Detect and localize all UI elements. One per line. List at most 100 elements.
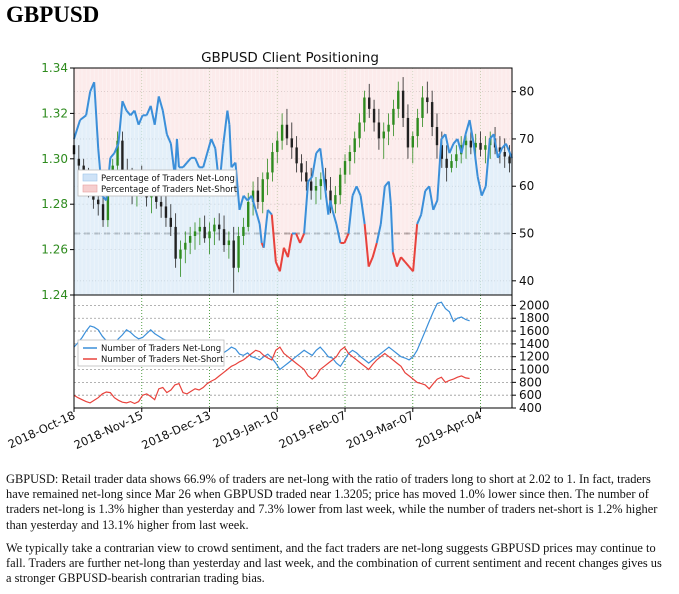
sentiment-segment <box>270 214 277 262</box>
sentiment-segment <box>460 133 467 154</box>
sentiment-segment <box>389 205 394 253</box>
sentiment-segment <box>492 134 499 159</box>
summary-paragraph: GBPUSD: Retail trader data shows 66.9% o… <box>6 472 658 532</box>
candle-body <box>164 206 168 218</box>
candle-body <box>280 124 284 141</box>
sentiment-segment <box>202 152 209 168</box>
candle-body <box>208 231 211 239</box>
price-tick-label: 1.32 <box>41 106 68 120</box>
sentiment-segment <box>258 223 263 244</box>
candle-body <box>271 151 274 173</box>
sentiment-segment <box>137 114 144 126</box>
candle-body <box>377 122 381 139</box>
top-legend-box <box>77 169 237 197</box>
candle-body <box>435 127 439 146</box>
sentiment-segment <box>153 96 160 125</box>
sentiment-segment <box>222 110 229 144</box>
sentiment-segment <box>436 138 443 201</box>
candle-body <box>305 172 308 182</box>
sentiment-segment <box>238 195 245 211</box>
price-tick-label: 1.30 <box>41 152 68 166</box>
top-legend-label: Percentage of Traders Net-Long <box>101 174 235 184</box>
trader-count-line <box>73 346 470 405</box>
candle-body <box>450 161 453 168</box>
top-panel-axes: 1.24 1.26 1.28 1.30 1.32 1.34 40 50 60 70 80 <box>41 61 534 302</box>
sentiment-segment <box>85 91 92 116</box>
candle-body <box>338 174 342 196</box>
sentiment-segment <box>323 181 330 215</box>
candle-body <box>348 151 352 162</box>
sentiment-segment <box>480 185 487 197</box>
sentiment-segment <box>125 109 132 116</box>
net-short-fill <box>74 68 512 272</box>
sentiment-segment <box>299 233 306 244</box>
sentiment-segment <box>476 176 483 196</box>
sentiment-segment <box>416 214 423 225</box>
sentiment-segment <box>343 233 350 244</box>
sentiment-segment <box>262 209 269 248</box>
candle-body <box>392 108 395 125</box>
sentiment-segment <box>109 152 116 159</box>
candle-body <box>295 147 298 164</box>
sentiment-segment <box>428 186 435 211</box>
candle-body <box>416 117 419 137</box>
percent-tick-label: 60 <box>519 179 534 193</box>
sentiment-segment <box>303 181 310 234</box>
sentiment-segment <box>242 195 249 202</box>
candle-body <box>276 140 279 152</box>
candle-body <box>397 90 400 109</box>
price-tick-label: 1.28 <box>41 197 68 211</box>
candle-body <box>101 204 105 221</box>
candle-body <box>319 179 323 187</box>
sentiment-segment <box>347 195 354 234</box>
sentiment-segment <box>379 186 386 225</box>
count-tick-label: 1800 <box>519 311 550 325</box>
sentiment-segment <box>286 233 293 258</box>
candle-body <box>421 97 424 118</box>
candle-body <box>353 138 356 152</box>
sentiment-segment <box>432 200 439 211</box>
x-tick-label: 2018-Dec-13 <box>139 408 212 452</box>
percent-tick-label: 70 <box>519 132 534 146</box>
sentiment-segment <box>464 119 471 135</box>
sentiment-fill <box>73 68 512 295</box>
sentiment-segment <box>448 143 455 154</box>
sentiment-segment <box>387 181 392 206</box>
sentiment-segment <box>121 100 128 111</box>
candle-body <box>184 242 187 250</box>
sentiment-segment <box>456 138 463 154</box>
sentiment-segment <box>307 176 313 183</box>
trader-count-line <box>73 301 470 371</box>
price-tick-label: 1.24 <box>41 288 68 302</box>
count-tick-label: 400 <box>519 401 542 415</box>
candle-body <box>285 124 289 139</box>
sentiment-segment <box>186 157 192 164</box>
candle-body <box>479 142 482 150</box>
candle-body <box>106 186 110 221</box>
sentiment-segment <box>182 161 188 168</box>
count-tick-label: 1200 <box>519 350 550 364</box>
x-tick-label: 2019-Mar-07 <box>344 408 416 452</box>
sentiment-segment <box>210 138 217 149</box>
sentiment-segment <box>329 200 334 211</box>
bottom-legend-label: Number of Traders Net-Short <box>101 355 224 365</box>
sentiment-segment <box>359 195 366 225</box>
candle-body <box>256 190 260 202</box>
candle-body <box>261 179 264 202</box>
candle-body <box>96 199 100 205</box>
sentiment-segment <box>420 190 427 215</box>
sentiment-segment <box>319 148 326 182</box>
sentiment-segment <box>472 143 479 177</box>
sentiment-segment <box>391 252 398 267</box>
sentiment-segment <box>371 242 378 258</box>
sentiment-segment <box>113 143 120 154</box>
sentiment-segment <box>412 223 419 272</box>
candle-body <box>227 240 231 246</box>
candle-body <box>222 229 226 246</box>
price-tick-label: 1.34 <box>41 61 68 75</box>
candle-body <box>309 181 313 191</box>
price-tick-label: 1.26 <box>41 243 68 257</box>
percent-tick-label: 50 <box>519 227 534 241</box>
sentiment-segment <box>161 110 168 135</box>
x-tick-label: 2019-Feb-07 <box>277 408 349 451</box>
